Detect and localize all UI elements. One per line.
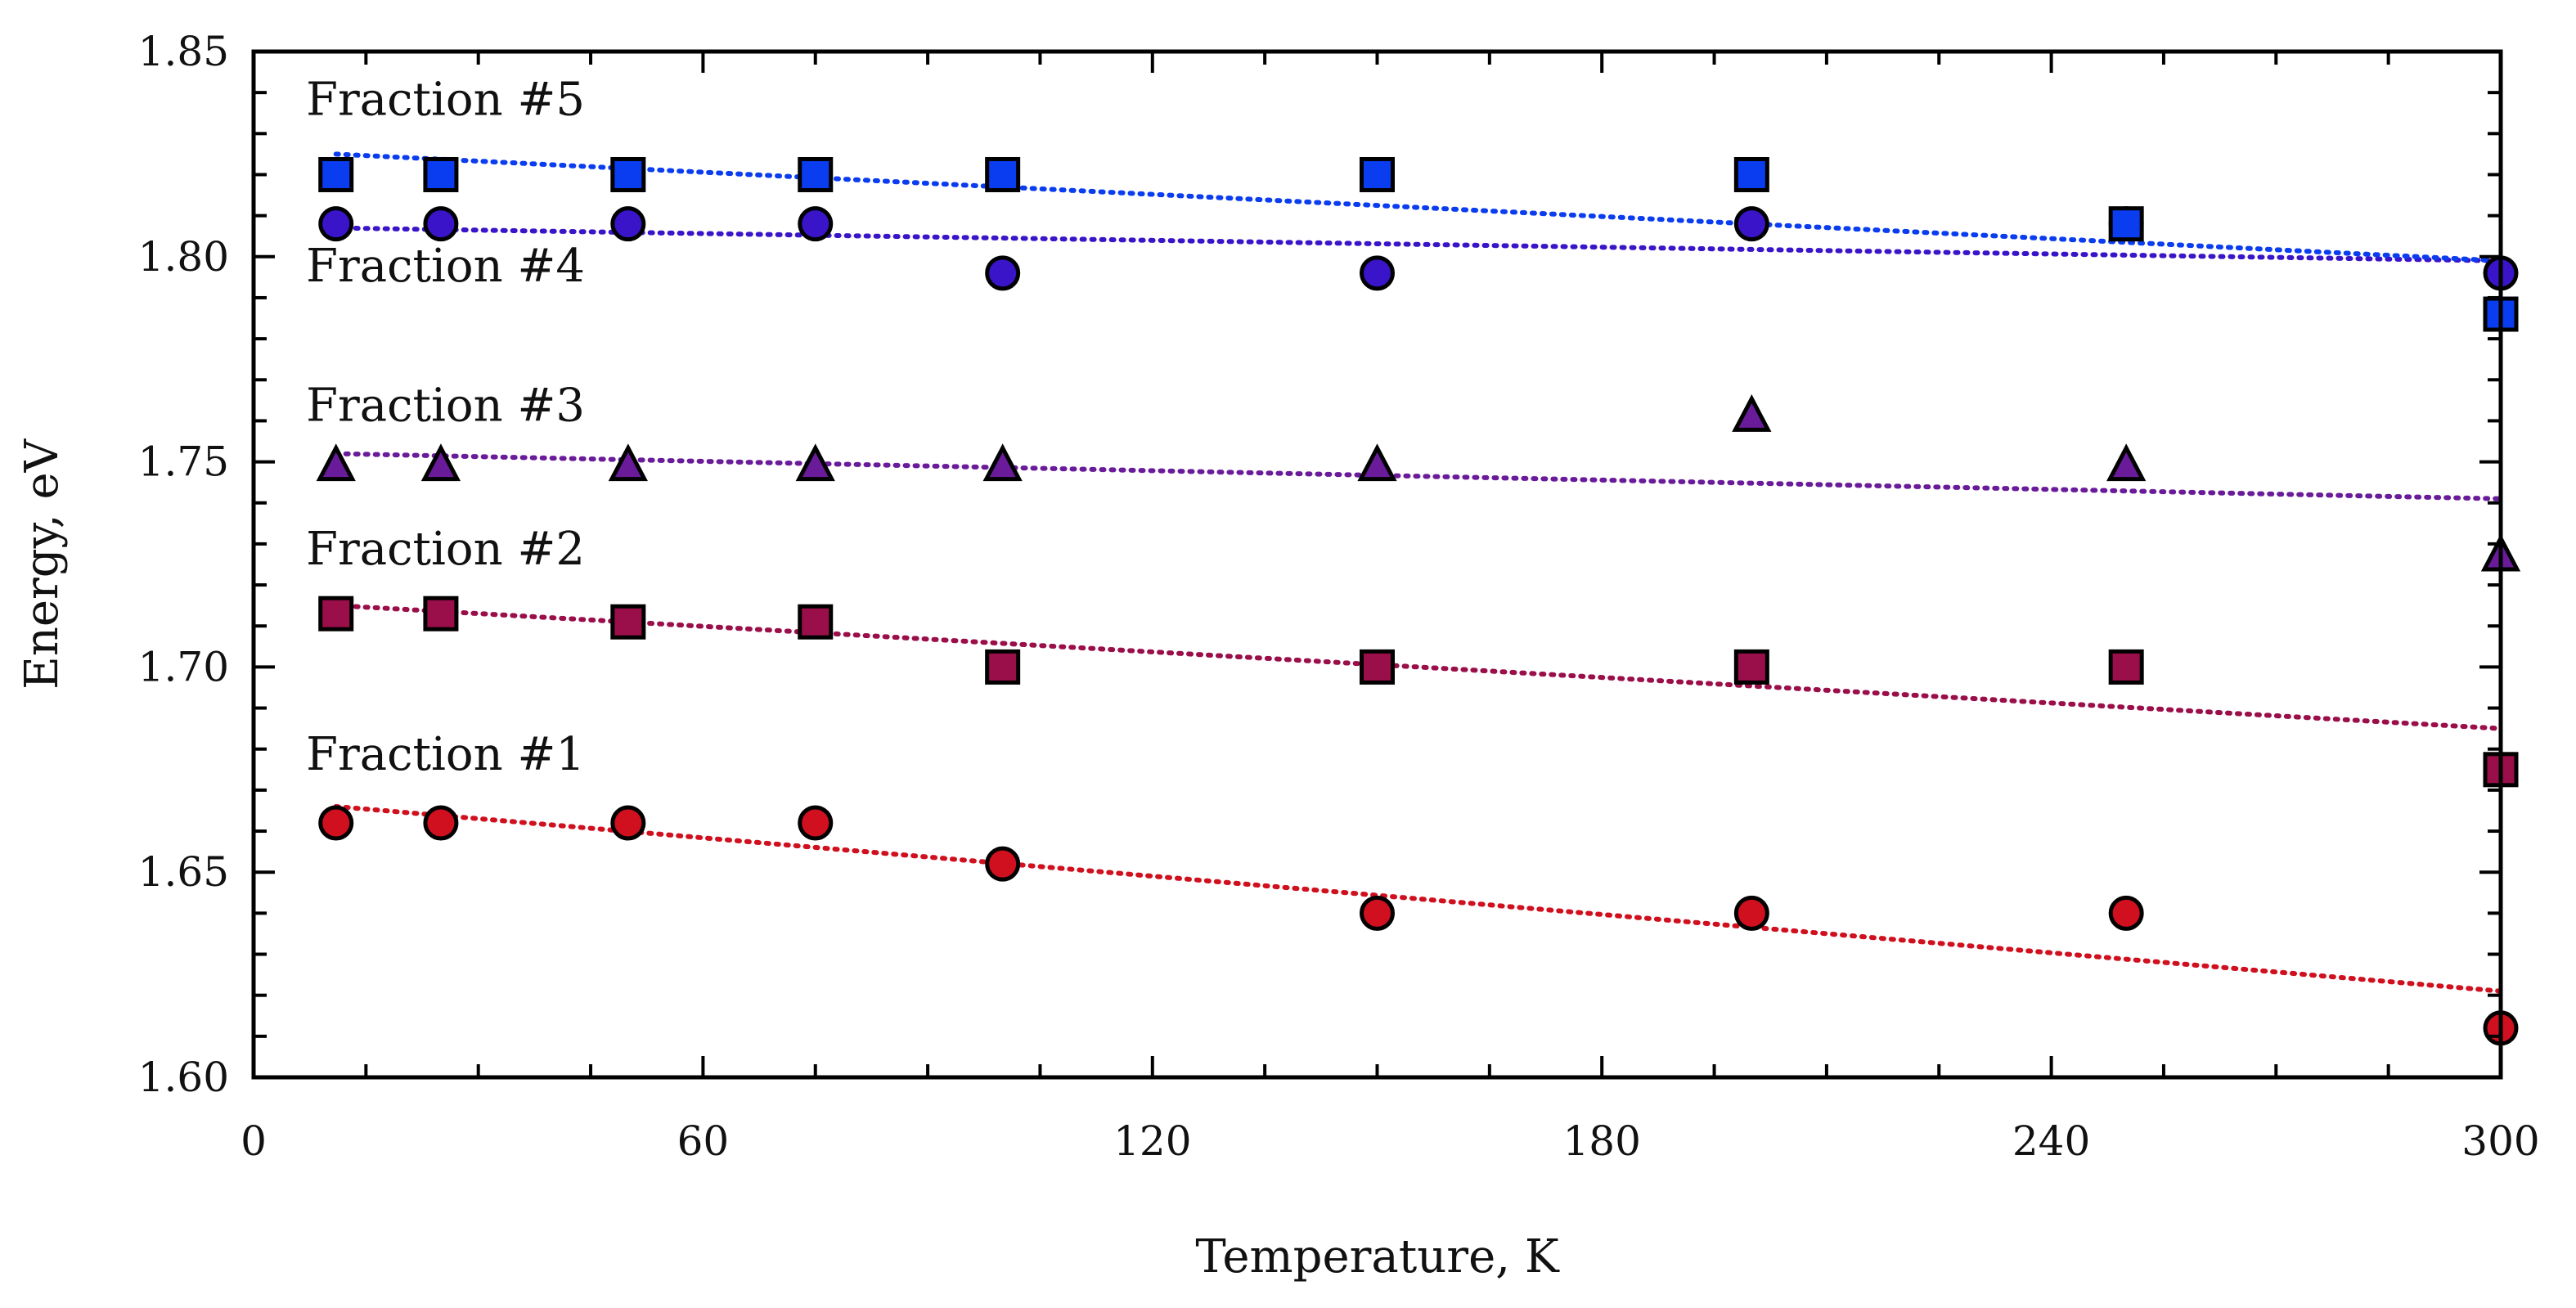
data-point-s1-8 <box>2108 895 2144 931</box>
trendlines <box>333 151 2503 994</box>
data-point-s5-7 <box>1733 156 1769 192</box>
data-point-s3-5 <box>982 443 1023 482</box>
data-point-s4-3 <box>610 206 646 242</box>
data-point-s3-7 <box>1732 394 1772 432</box>
data-point-s2-1 <box>318 596 354 632</box>
x-tick-label: 120 <box>1113 1117 1191 1165</box>
data-point-s1-5 <box>985 846 1021 882</box>
data-point-s2-8 <box>2108 649 2144 685</box>
x-tick-label: 300 <box>2461 1117 2539 1165</box>
trendline-3 <box>333 451 2503 501</box>
data-point-s3-3 <box>608 443 648 482</box>
data-point-s2-3 <box>610 604 646 640</box>
data-point-s5-6 <box>1360 156 1395 192</box>
data-point-s2-5 <box>985 649 1021 685</box>
data-point-s1-7 <box>1733 895 1769 931</box>
data-point-s3-1 <box>316 443 356 482</box>
x-tick-label: 0 <box>241 1117 267 1165</box>
x-tick-label: 60 <box>677 1117 730 1165</box>
data-point-s4-1 <box>318 206 354 242</box>
data-point-s5-5 <box>985 156 1021 192</box>
data-point-s1-2 <box>423 805 459 841</box>
data-point-s4-4 <box>798 206 834 242</box>
data-point-s3-6 <box>1357 443 1397 482</box>
x-tick-label: 180 <box>1562 1117 1640 1165</box>
series-label-4: Fraction #4 <box>306 240 585 293</box>
data-point-s4-5 <box>985 255 1021 291</box>
data-point-s3-8 <box>2106 443 2147 482</box>
series-annotations: Fraction #1 Fraction #2 Fraction #3 Fractio… <box>306 74 585 781</box>
data-point-s5-4 <box>798 156 834 192</box>
y-tick-label: 1.60 <box>138 1054 229 1101</box>
data-point-s4-6 <box>1360 255 1395 291</box>
trendline-5 <box>333 151 2503 263</box>
series-label-5: Fraction #5 <box>306 74 585 127</box>
data-point-s1-6 <box>1360 895 1395 931</box>
data-point-s3-2 <box>420 443 461 482</box>
data-point-s2-7 <box>1733 649 1769 685</box>
data-point-s2-6 <box>1360 649 1395 685</box>
series-label-3: Fraction #3 <box>306 379 585 432</box>
data-point-s2-2 <box>423 596 459 632</box>
series-label-1: Fraction #1 <box>306 728 585 781</box>
trendline-4 <box>333 225 2503 263</box>
trendline-2 <box>333 603 2503 731</box>
y-tick-label: 1.80 <box>138 233 229 281</box>
data-point-s2-4 <box>798 604 834 640</box>
data-point-s4-2 <box>423 206 459 242</box>
y-tick-label: 1.70 <box>138 643 229 690</box>
data-point-s4-7 <box>1733 206 1769 242</box>
data-point-s1-4 <box>798 805 834 841</box>
y-tick-label: 1.65 <box>138 848 229 896</box>
series-label-2: Fraction #2 <box>306 523 585 576</box>
y-axis-title: Energy, eV <box>16 438 69 690</box>
axes: 0 60 120 180 240 300 1.60 1.65 1.70 1.75 1.80 1.85 <box>138 28 2540 1165</box>
trendline-1 <box>333 803 2503 994</box>
data-point-s5-3 <box>610 156 646 192</box>
data-point-s5-1 <box>318 156 354 192</box>
x-axis-title: Temperature, K <box>1195 1230 1559 1283</box>
data-markers <box>316 156 2521 1046</box>
data-point-s5-8 <box>2108 206 2144 242</box>
y-tick-label: 1.75 <box>138 438 229 486</box>
x-tick-label: 240 <box>2012 1117 2090 1165</box>
data-point-s3-4 <box>795 443 835 482</box>
data-point-s1-1 <box>318 805 354 841</box>
data-point-s1-3 <box>610 805 646 841</box>
data-point-s5-2 <box>423 156 459 192</box>
y-tick-label: 1.85 <box>138 28 229 75</box>
